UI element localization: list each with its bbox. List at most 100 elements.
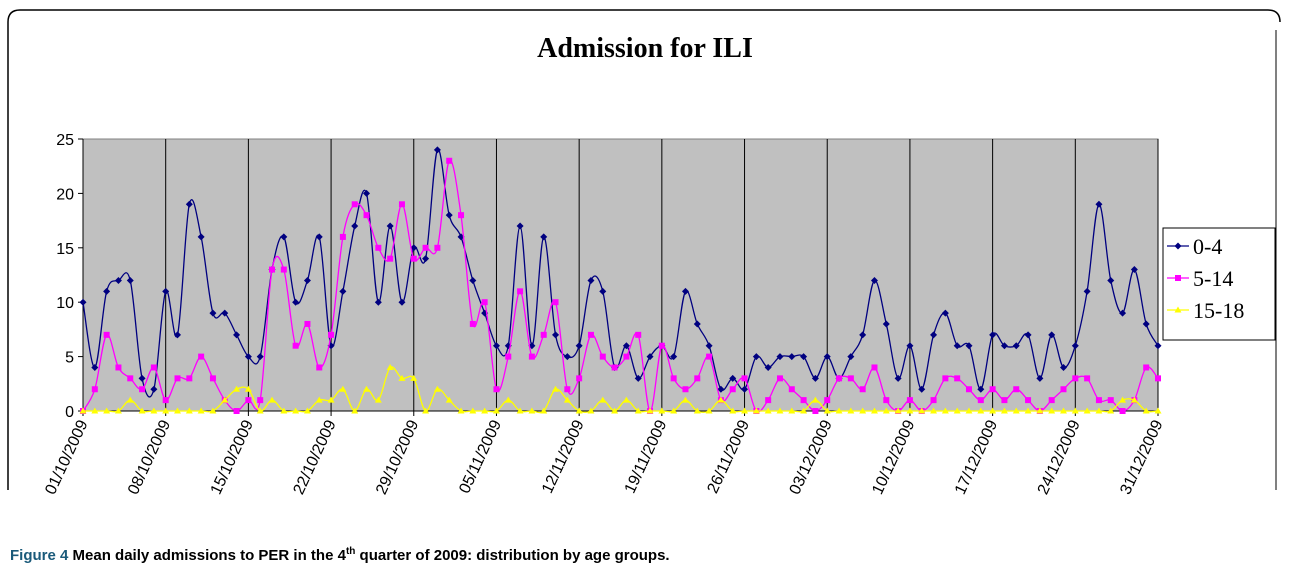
legend-marker: [1174, 306, 1182, 313]
data-point: [398, 298, 406, 306]
data-point: [788, 407, 796, 414]
x-tick-label: 08/10/2009: [125, 417, 174, 497]
data-point: [870, 407, 878, 414]
caption-text-end: quarter of 2009: distribution by age gro…: [355, 547, 670, 564]
data-point: [918, 385, 926, 393]
data-point: [410, 255, 417, 262]
data-point: [303, 276, 311, 284]
data-point: [256, 353, 264, 361]
x-tick-label: 24/12/2009: [1035, 417, 1084, 497]
data-point: [304, 320, 311, 327]
data-point: [552, 331, 560, 339]
data-point: [233, 385, 241, 392]
caption: Figure 4 Mean daily admissions to PER in…: [10, 546, 670, 564]
legend-box: [1162, 227, 1276, 341]
data-point: [764, 407, 772, 414]
data-point: [233, 408, 240, 414]
data-point: [941, 309, 949, 317]
data-point: [433, 385, 441, 392]
data-point: [693, 320, 701, 328]
data-point: [162, 287, 170, 295]
data-point: [823, 407, 831, 414]
legend-label: 15-18: [1193, 298, 1244, 323]
data-point: [812, 408, 819, 414]
data-point: [587, 407, 595, 414]
data-point: [906, 407, 914, 414]
data-point: [186, 375, 193, 382]
data-point: [859, 331, 867, 339]
data-point: [339, 233, 346, 240]
data-point: [351, 222, 359, 230]
data-point: [894, 407, 902, 414]
data-point: [587, 331, 594, 338]
data-point: [79, 298, 87, 306]
data-point: [729, 407, 737, 414]
data-point: [776, 353, 784, 361]
data-point: [552, 299, 559, 306]
data-point: [552, 385, 560, 392]
data-point: [599, 353, 606, 360]
data-point: [103, 407, 111, 414]
data-point: [741, 375, 748, 382]
data-point: [351, 407, 359, 414]
data-point: [422, 407, 430, 414]
data-point: [244, 385, 252, 392]
data-point: [221, 396, 229, 403]
data-point: [764, 363, 772, 371]
data-point: [91, 363, 99, 371]
legend-label: 0-4: [1193, 234, 1222, 259]
data-point: [315, 233, 323, 241]
data-point: [458, 212, 465, 219]
data-point: [741, 385, 749, 393]
data-point: [1107, 407, 1115, 414]
data-point: [623, 353, 630, 360]
data-point: [800, 407, 808, 414]
x-tick-label: 31/12/2009: [1117, 417, 1166, 497]
data-point: [1012, 342, 1020, 350]
data-point: [351, 201, 358, 208]
data-point: [859, 386, 866, 393]
data-point: [1083, 287, 1091, 295]
data-point: [599, 287, 607, 295]
data-point: [257, 397, 264, 404]
data-point: [1130, 266, 1138, 274]
data-point: [670, 375, 677, 382]
data-point: [398, 374, 406, 381]
data-point: [1048, 407, 1056, 414]
data-point: [811, 396, 819, 403]
data-point: [918, 407, 926, 414]
data-point: [540, 233, 548, 241]
data-point: [363, 189, 371, 197]
data-point: [517, 288, 524, 295]
legend-marker: [1175, 275, 1181, 281]
data-point: [469, 320, 476, 327]
data-point: [492, 407, 500, 414]
x-tick-label: 10/12/2009: [869, 417, 918, 497]
data-point: [1024, 407, 1032, 414]
data-point: [185, 407, 193, 414]
data-point: [1072, 375, 1079, 382]
series-line: [82, 159, 1159, 413]
data-point: [410, 244, 418, 252]
data-point: [1142, 320, 1150, 328]
data-point: [162, 407, 170, 414]
data-point: [469, 407, 477, 414]
data-point: [823, 353, 831, 361]
data-point: [1095, 407, 1103, 414]
data-point: [138, 374, 146, 382]
data-point: [705, 342, 713, 350]
data-point: [635, 331, 642, 338]
data-point: [516, 407, 524, 414]
data-point: [894, 374, 902, 382]
data-point: [564, 386, 571, 393]
data-point: [1119, 408, 1126, 414]
data-point: [1001, 397, 1008, 404]
data-point: [1095, 397, 1102, 404]
data-point: [1071, 407, 1079, 414]
data-point: [363, 385, 371, 392]
data-point: [445, 396, 453, 403]
data-point: [316, 364, 323, 371]
data-point: [906, 342, 914, 350]
data-point: [469, 276, 477, 284]
data-point: [374, 298, 382, 306]
